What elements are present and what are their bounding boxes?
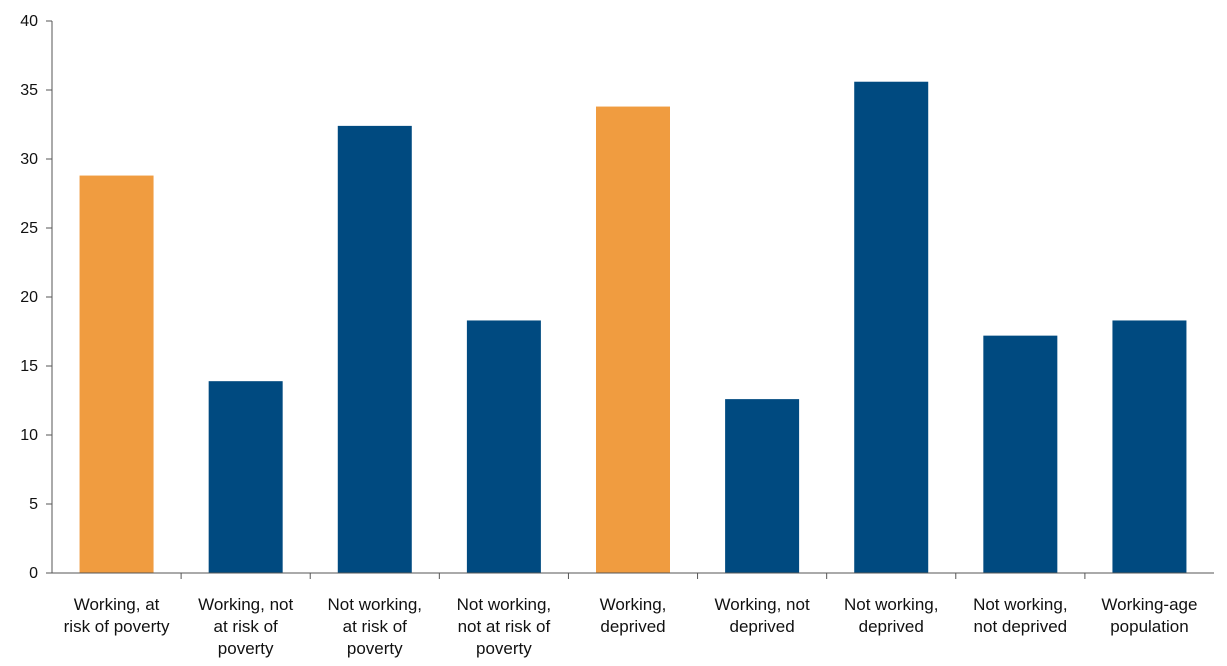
bar [596,106,670,573]
x-category-label: Working-age population [1101,595,1197,636]
bar [79,175,154,573]
x-category-label-line: deprived [859,617,924,636]
bar [983,335,1058,573]
bar [466,320,541,573]
y-tick-label: 30 [20,151,38,168]
x-category-label-line: Not working, [844,595,938,614]
x-category-label-line: poverty [347,639,403,658]
x-category-label: Working, deprived [600,595,667,636]
bar [208,381,283,573]
x-category-label-line: not deprived [974,617,1068,636]
x-category-label-line: at risk of [214,617,279,636]
y-tick-label: 10 [20,427,38,444]
x-category-label: Not working, deprived [844,595,938,636]
y-tick-label: 40 [20,13,38,30]
x-labels-group: Working, at risk of poverty Working, not at… [64,595,1198,658]
x-category-label: Not working, at risk of poverty [328,595,422,658]
x-category-label-line: not at risk of [458,617,551,636]
x-ticks-group [180,573,1086,579]
x-category-label: Working, not at risk of poverty [198,595,293,658]
x-category-label: Working, at risk of poverty [64,595,170,636]
bar [337,125,412,573]
x-category-label-line: Working, [600,595,667,614]
x-category-label-line: Working, not [198,595,293,614]
y-tick-label: 0 [29,565,38,582]
y-tick-label: 20 [20,289,38,306]
x-category-label-line: deprived [730,617,795,636]
bar [1112,320,1187,573]
y-tick-label: 35 [20,82,38,99]
x-category-label-line: Working-age [1101,595,1197,614]
x-category-label-line: risk of poverty [64,617,170,636]
x-category-label: Not working, not deprived [973,595,1067,636]
x-category-label-line: deprived [600,617,665,636]
x-category-label-line: poverty [218,639,274,658]
y-tick-label: 25 [20,220,38,237]
bar [854,81,929,573]
x-category-label: Not working, not at risk of poverty [457,595,551,658]
y-tick-label: 5 [29,496,38,513]
bars-group [79,81,1187,573]
x-category-label-line: population [1110,617,1188,636]
y-tick-label: 15 [20,358,38,375]
x-category-label-line: Not working, [457,595,551,614]
x-category-label-line: at risk of [343,617,408,636]
bar [725,399,800,573]
x-category-label-line: Not working, [328,595,422,614]
y-ticks-group: 0 5 10 15 20 25 30 35 40 [20,13,52,582]
x-category-label-line: Not working, [973,595,1067,614]
x-category-label-line: Working, at [74,595,160,614]
x-category-label-line: Working, not [715,595,810,614]
x-category-label-line: poverty [476,639,532,658]
x-category-label: Working, not deprived [715,595,810,636]
